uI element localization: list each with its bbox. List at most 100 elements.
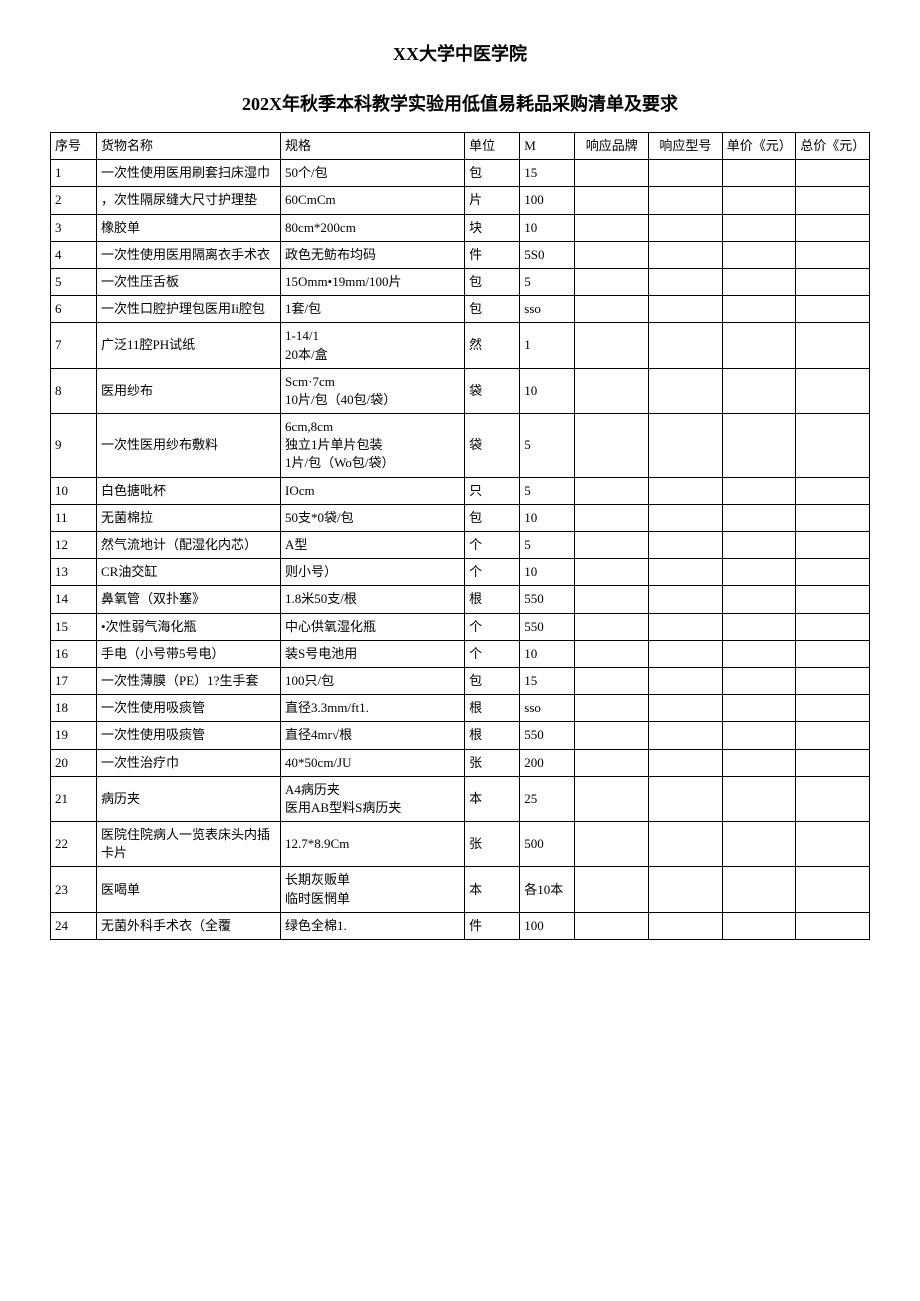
header-model: 响应型号 xyxy=(649,133,723,160)
table-header-row: 序号 货物名称 规格 单位 M 响应品牌 响应型号 单价《元） 总价《元） xyxy=(51,133,870,160)
cell-unit: 个 xyxy=(465,640,520,667)
cell-spec: 1-14/120本/盒 xyxy=(281,323,465,368)
cell-qty: 100 xyxy=(520,187,575,214)
cell-total xyxy=(796,477,870,504)
cell-total xyxy=(796,776,870,821)
cell-seq: 4 xyxy=(51,241,97,268)
cell-name: •次性弱气海化瓶 xyxy=(97,613,281,640)
cell-unit: 件 xyxy=(465,912,520,939)
cell-seq: 22 xyxy=(51,822,97,867)
cell-unit: 袋 xyxy=(465,414,520,478)
cell-model xyxy=(649,749,723,776)
cell-qty: 15 xyxy=(520,667,575,694)
cell-total xyxy=(796,187,870,214)
cell-total xyxy=(796,241,870,268)
table-row: 24无菌外科手术衣（全覆绿色全棉1.件100 xyxy=(51,912,870,939)
cell-brand xyxy=(575,867,649,912)
page-title-1: XX大学中医学院 xyxy=(50,40,870,66)
cell-price xyxy=(722,214,796,241)
table-row: 12然气流地计（配湿化内芯）A型个5 xyxy=(51,532,870,559)
header-total: 总价《元） xyxy=(796,133,870,160)
cell-price xyxy=(722,722,796,749)
cell-total xyxy=(796,749,870,776)
cell-spec: 长期灰贩单临时医惘单 xyxy=(281,867,465,912)
table-row: 8医用纱布Scm·7cm10片/包（40包/袋）袋10 xyxy=(51,368,870,413)
cell-brand xyxy=(575,912,649,939)
cell-spec: 直径3.3mm/ft1. xyxy=(281,695,465,722)
cell-model xyxy=(649,296,723,323)
header-seq: 序号 xyxy=(51,133,97,160)
cell-total xyxy=(796,504,870,531)
cell-spec: 80cm*200cm xyxy=(281,214,465,241)
header-spec: 规格 xyxy=(281,133,465,160)
table-row: 5一次性压舌板15Omm•19mm/100片包5 xyxy=(51,268,870,295)
cell-total xyxy=(796,667,870,694)
cell-price xyxy=(722,867,796,912)
cell-brand xyxy=(575,776,649,821)
cell-brand xyxy=(575,187,649,214)
cell-model xyxy=(649,822,723,867)
cell-name: 一次性口腔护理包医用Ii腔包 xyxy=(97,296,281,323)
cell-qty: 10 xyxy=(520,368,575,413)
cell-spec: 60CmCm xyxy=(281,187,465,214)
cell-price xyxy=(722,241,796,268)
cell-unit: 包 xyxy=(465,160,520,187)
cell-name: 橡胶单 xyxy=(97,214,281,241)
cell-name: 医院住院病人一览表床头内插卡片 xyxy=(97,822,281,867)
cell-total xyxy=(796,586,870,613)
table-row: 23医喝单长期灰贩单临时医惘单本各10本 xyxy=(51,867,870,912)
table-row: 4一次性使用医用隔离衣手术衣政色无鲂布均码件5S0 xyxy=(51,241,870,268)
cell-seq: 3 xyxy=(51,214,97,241)
table-row: 21病历夹A4病历夹医用AB型料S病历夹本25 xyxy=(51,776,870,821)
cell-qty: 100 xyxy=(520,912,575,939)
cell-name: 一次性使用吸痰管 xyxy=(97,722,281,749)
cell-total xyxy=(796,296,870,323)
cell-brand xyxy=(575,749,649,776)
cell-model xyxy=(649,722,723,749)
cell-qty: sso xyxy=(520,695,575,722)
cell-total xyxy=(796,559,870,586)
cell-unit: 根 xyxy=(465,695,520,722)
cell-name: 手电（小号带5号电） xyxy=(97,640,281,667)
table-row: 16手电（小号带5号电）装S号电池用个10 xyxy=(51,640,870,667)
cell-qty: 5 xyxy=(520,414,575,478)
cell-unit: 包 xyxy=(465,268,520,295)
cell-brand xyxy=(575,268,649,295)
cell-seq: 5 xyxy=(51,268,97,295)
cell-name: 广泛11腔PH试纸 xyxy=(97,323,281,368)
cell-name: 一次性薄膜（PE）1?生手套 xyxy=(97,667,281,694)
cell-total xyxy=(796,414,870,478)
cell-model xyxy=(649,323,723,368)
cell-total xyxy=(796,532,870,559)
cell-name: CR油交缸 xyxy=(97,559,281,586)
cell-spec: 则小号） xyxy=(281,559,465,586)
cell-name: 然气流地计（配湿化内芯） xyxy=(97,532,281,559)
cell-spec: 50支*0袋/包 xyxy=(281,504,465,531)
cell-brand xyxy=(575,368,649,413)
cell-unit: 片 xyxy=(465,187,520,214)
cell-unit: 根 xyxy=(465,586,520,613)
cell-name: 医用纱布 xyxy=(97,368,281,413)
cell-brand xyxy=(575,586,649,613)
header-unit: 单位 xyxy=(465,133,520,160)
cell-model xyxy=(649,214,723,241)
cell-model xyxy=(649,160,723,187)
cell-qty: 各10本 xyxy=(520,867,575,912)
cell-model xyxy=(649,586,723,613)
cell-qty: 25 xyxy=(520,776,575,821)
cell-seq: 24 xyxy=(51,912,97,939)
cell-total xyxy=(796,160,870,187)
cell-total xyxy=(796,695,870,722)
cell-seq: 11 xyxy=(51,504,97,531)
cell-total xyxy=(796,368,870,413)
cell-spec: 50个/包 xyxy=(281,160,465,187)
cell-name: 无菌外科手术衣（全覆 xyxy=(97,912,281,939)
header-price: 单价《元） xyxy=(722,133,796,160)
cell-spec: 100只/包 xyxy=(281,667,465,694)
table-row: 6一次性口腔护理包医用Ii腔包1套/包包sso xyxy=(51,296,870,323)
cell-brand xyxy=(575,695,649,722)
cell-qty: 5 xyxy=(520,532,575,559)
cell-price xyxy=(722,822,796,867)
table-row: 2，次性隔尿缝大尺寸护理垫60CmCm片100 xyxy=(51,187,870,214)
table-row: 17一次性薄膜（PE）1?生手套100只/包包15 xyxy=(51,667,870,694)
